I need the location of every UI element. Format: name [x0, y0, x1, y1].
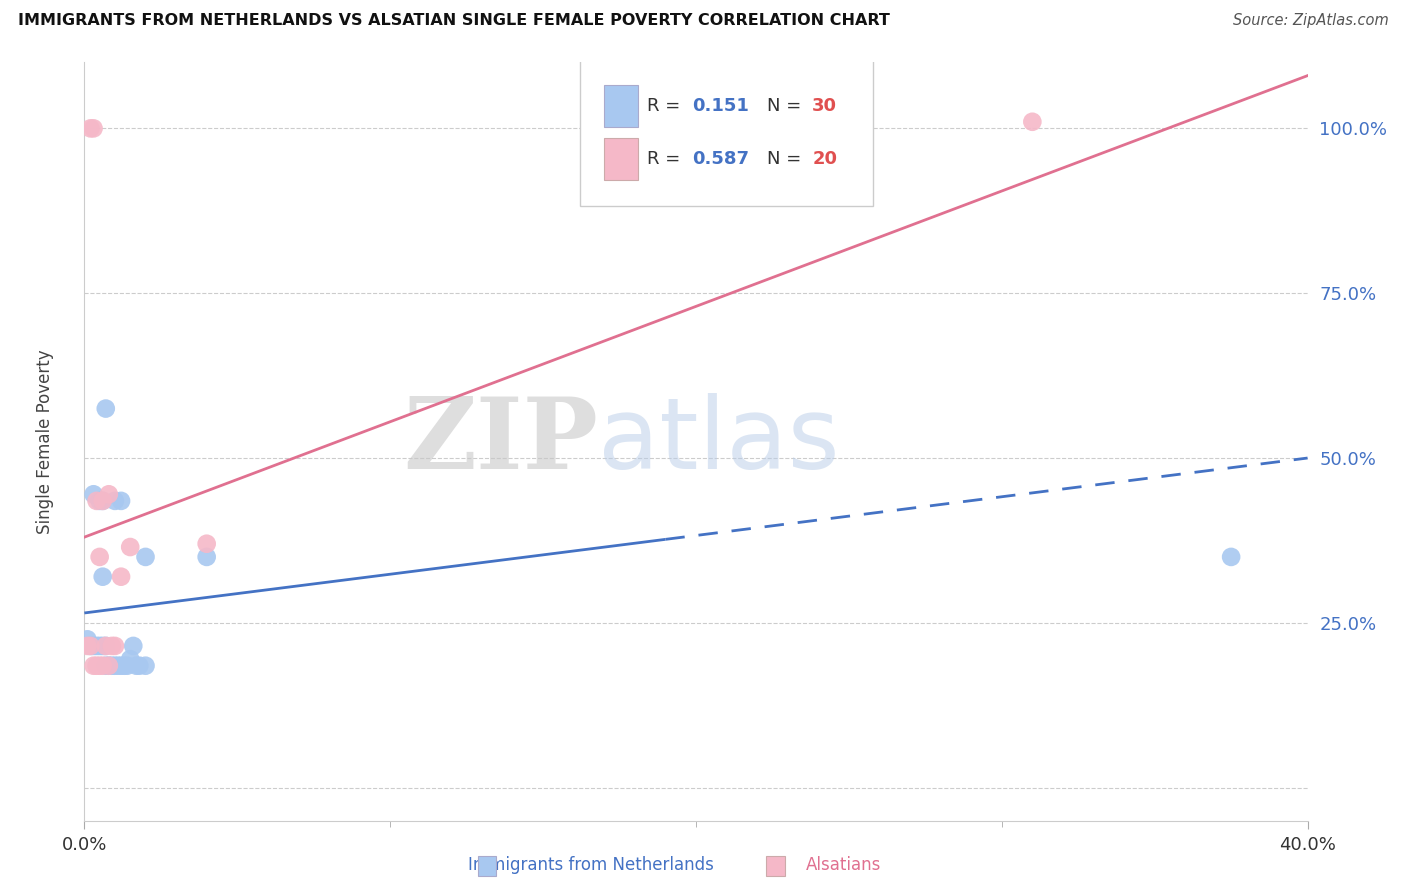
Point — [89, 658, 111, 673]
Point — [91, 639, 114, 653]
Point — [115, 658, 138, 673]
Point — [97, 487, 120, 501]
Text: atlas: atlas — [598, 393, 839, 490]
Point — [110, 570, 132, 584]
Point — [135, 658, 157, 673]
Point — [195, 549, 218, 564]
Point — [110, 658, 132, 673]
Point — [83, 658, 105, 673]
Point — [91, 494, 114, 508]
Text: 20: 20 — [813, 151, 837, 169]
Point — [101, 658, 124, 673]
Point — [86, 494, 108, 508]
Text: 30: 30 — [813, 97, 837, 115]
Text: N =: N = — [766, 97, 807, 115]
Point — [120, 652, 142, 666]
Point — [101, 639, 124, 653]
Point — [1021, 115, 1043, 129]
Text: R =: R = — [647, 151, 686, 169]
Point — [89, 549, 111, 564]
Point — [128, 658, 150, 673]
Point — [110, 494, 132, 508]
Point — [83, 121, 105, 136]
Text: 0.151: 0.151 — [692, 97, 749, 115]
Point — [107, 658, 129, 673]
Point — [120, 540, 142, 554]
Text: N =: N = — [766, 151, 807, 169]
Point — [91, 658, 114, 673]
Point — [86, 658, 108, 673]
Point — [79, 639, 101, 653]
Point — [112, 658, 135, 673]
Text: Immigrants from Netherlands: Immigrants from Netherlands — [468, 856, 713, 874]
Point — [104, 658, 127, 673]
Point — [91, 494, 114, 508]
Point — [76, 632, 98, 647]
Point — [195, 537, 218, 551]
Point — [104, 494, 127, 508]
Point — [97, 658, 120, 673]
Y-axis label: Single Female Poverty: Single Female Poverty — [35, 350, 53, 533]
Text: R =: R = — [647, 97, 686, 115]
Text: Alsatians: Alsatians — [806, 856, 882, 874]
FancyBboxPatch shape — [605, 85, 638, 127]
Point — [86, 639, 108, 653]
Point — [135, 549, 157, 564]
Point — [104, 639, 127, 653]
Point — [89, 494, 111, 508]
Point — [125, 658, 148, 673]
Point — [94, 401, 117, 416]
Text: ZIP: ZIP — [404, 393, 598, 490]
Point — [79, 639, 101, 653]
Point — [83, 639, 105, 653]
Text: 0.587: 0.587 — [692, 151, 749, 169]
FancyBboxPatch shape — [605, 138, 638, 180]
Point — [122, 639, 145, 653]
Text: IMMIGRANTS FROM NETHERLANDS VS ALSATIAN SINGLE FEMALE POVERTY CORRELATION CHART: IMMIGRANTS FROM NETHERLANDS VS ALSATIAN … — [18, 13, 890, 29]
Point — [91, 570, 114, 584]
Point — [97, 658, 120, 673]
Point — [94, 639, 117, 653]
Text: Source: ZipAtlas.com: Source: ZipAtlas.com — [1233, 13, 1389, 29]
Point — [79, 121, 101, 136]
Point — [94, 658, 117, 673]
FancyBboxPatch shape — [579, 59, 873, 207]
Point — [76, 639, 98, 653]
Point — [94, 639, 117, 653]
Point — [1220, 549, 1243, 564]
Point — [83, 487, 105, 501]
Point — [89, 639, 111, 653]
